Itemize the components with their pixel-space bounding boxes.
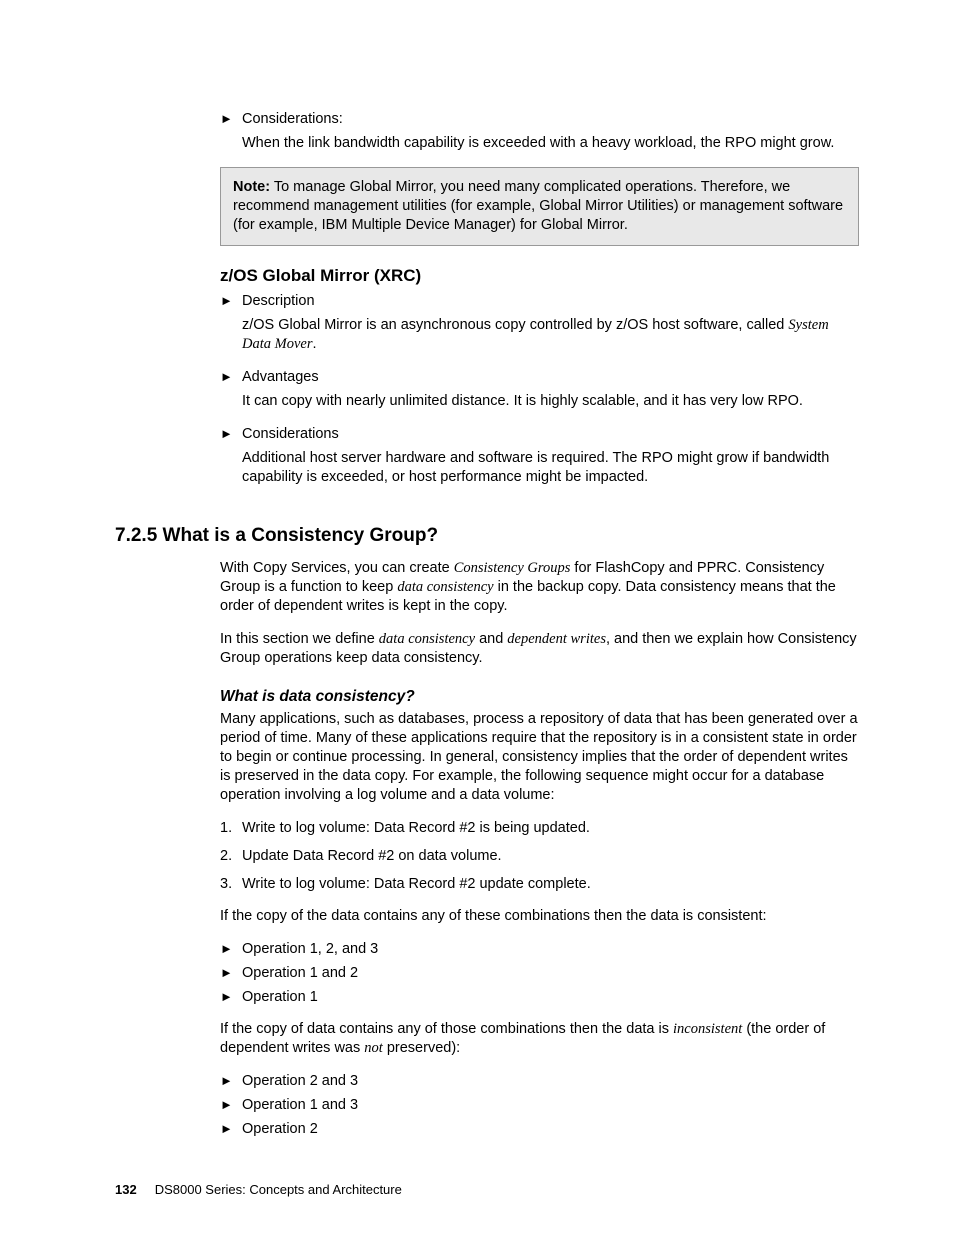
num-text: Update Data Record #2 on data volume.: [242, 847, 502, 865]
bullet-text: Operation 1, 2, and 3: [242, 940, 378, 958]
page: ► Considerations: When the link bandwidt…: [0, 0, 954, 1235]
section-p1: With Copy Services, you can create Consi…: [220, 559, 859, 616]
bullet-text: Operation 1 and 2: [242, 964, 358, 982]
bullet-label: Advantages: [242, 368, 319, 386]
p1-b: Consistency Groups: [454, 560, 571, 576]
bullet-marker-icon: ►: [220, 292, 242, 310]
list-item: 2. Update Data Record #2 on data volume.: [220, 847, 859, 865]
list-item: 3. Write to log volume: Data Record #2 u…: [220, 875, 859, 893]
p2-a: In this section we define: [220, 631, 379, 647]
note-box: Note: To manage Global Mirror, you need …: [220, 167, 859, 246]
bullet-text: Operation 1: [242, 988, 318, 1006]
bullet-marker-icon: ►: [220, 368, 242, 386]
section-number: 7.2.5: [115, 525, 157, 546]
num-text: Write to log volume: Data Record #2 upda…: [242, 875, 591, 893]
list-item: 1. Write to log volume: Data Record #2 i…: [220, 819, 859, 837]
list-item: ► Operation 1 and 3: [220, 1096, 859, 1114]
list-item: ► Operation 1: [220, 988, 859, 1006]
p1-a: With Copy Services, you can create: [220, 560, 454, 576]
bullet-text: Operation 2: [242, 1120, 318, 1138]
bullet-considerations-top: ► Considerations:: [220, 110, 859, 128]
consistent-intro: If the copy of the data contains any of …: [220, 907, 859, 926]
inc-e: preserved):: [383, 1040, 460, 1056]
p1-d: data consistency: [397, 579, 493, 595]
footer-title: DS8000 Series: Concepts and Architecture: [155, 1182, 402, 1197]
section-heading: 7.2.5 What is a Consistency Group?: [115, 525, 859, 547]
bullet-marker-icon: ►: [220, 964, 242, 982]
inc-d: not: [364, 1040, 383, 1056]
p2-d: dependent writes: [507, 631, 606, 647]
section-title: What is a Consistency Group?: [157, 525, 438, 546]
bullet-text: Operation 1 and 3: [242, 1096, 358, 1114]
bullet-marker-icon: ►: [220, 940, 242, 958]
bullet-text: Operation 2 and 3: [242, 1072, 358, 1090]
inc-a: If the copy of data contains any of thos…: [220, 1021, 673, 1037]
bullet-marker-icon: ►: [220, 110, 242, 128]
page-number: 132: [115, 1182, 137, 1197]
bullet-label: Considerations: [242, 425, 339, 443]
desc-suffix: .: [312, 336, 316, 352]
dc-para: Many applications, such as databases, pr…: [220, 710, 859, 805]
section-body: With Copy Services, you can create Consi…: [220, 559, 859, 1138]
bullet-label: Description: [242, 292, 315, 310]
num-marker: 2.: [220, 847, 242, 865]
page-footer: 132 DS8000 Series: Concepts and Architect…: [115, 1182, 402, 1197]
inconsistent-intro: If the copy of data contains any of thos…: [220, 1020, 859, 1058]
note-label: Note:: [233, 179, 270, 195]
considerations-text: When the link bandwidth capability is ex…: [242, 134, 859, 153]
bullet-advantages: ► Advantages: [220, 368, 859, 386]
desc-prefix: z/OS Global Mirror is an asynchronous co…: [242, 317, 788, 333]
inc-b: inconsistent: [673, 1021, 742, 1037]
bullet-marker-icon: ►: [220, 1120, 242, 1138]
num-text: Write to log volume: Data Record #2 is b…: [242, 819, 590, 837]
p2-c: and: [475, 631, 507, 647]
list-item: ► Operation 1 and 2: [220, 964, 859, 982]
bullet-marker-icon: ►: [220, 425, 242, 443]
heading-xrc: z/OS Global Mirror (XRC): [220, 266, 859, 286]
bullet-marker-icon: ►: [220, 988, 242, 1006]
bullet-marker-icon: ►: [220, 1096, 242, 1114]
bullet-marker-icon: ►: [220, 1072, 242, 1090]
numbered-list: 1. Write to log volume: Data Record #2 i…: [220, 819, 859, 893]
bullet-label: Considerations:: [242, 110, 343, 128]
bullet-description: ► Description: [220, 292, 859, 310]
p2-b: data consistency: [379, 631, 475, 647]
note-text: To manage Global Mirror, you need many c…: [233, 179, 843, 233]
list-item: ► Operation 2 and 3: [220, 1072, 859, 1090]
body-content: ► Considerations: When the link bandwidt…: [220, 110, 859, 487]
num-marker: 1.: [220, 819, 242, 837]
section-p2: In this section we define data consisten…: [220, 630, 859, 668]
subheading-data-consistency: What is data consistency?: [220, 688, 859, 706]
list-item: ► Operation 2: [220, 1120, 859, 1138]
considerations-xrc-text: Additional host server hardware and soft…: [242, 449, 859, 487]
bullet-considerations-xrc: ► Considerations: [220, 425, 859, 443]
num-marker: 3.: [220, 875, 242, 893]
list-item: ► Operation 1, 2, and 3: [220, 940, 859, 958]
advantages-text: It can copy with nearly unlimited distan…: [242, 392, 859, 411]
description-text: z/OS Global Mirror is an asynchronous co…: [242, 316, 859, 354]
